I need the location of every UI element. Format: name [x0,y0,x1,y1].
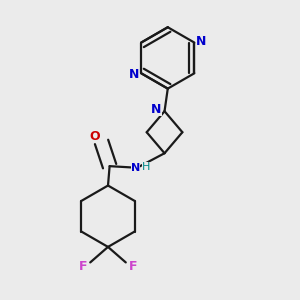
Text: O: O [89,130,100,142]
Text: H: H [142,162,150,172]
Text: N: N [151,103,162,116]
Text: N: N [129,68,139,81]
Text: N: N [131,163,140,173]
Text: N: N [196,35,207,48]
Text: F: F [79,260,87,274]
Text: F: F [129,260,137,274]
